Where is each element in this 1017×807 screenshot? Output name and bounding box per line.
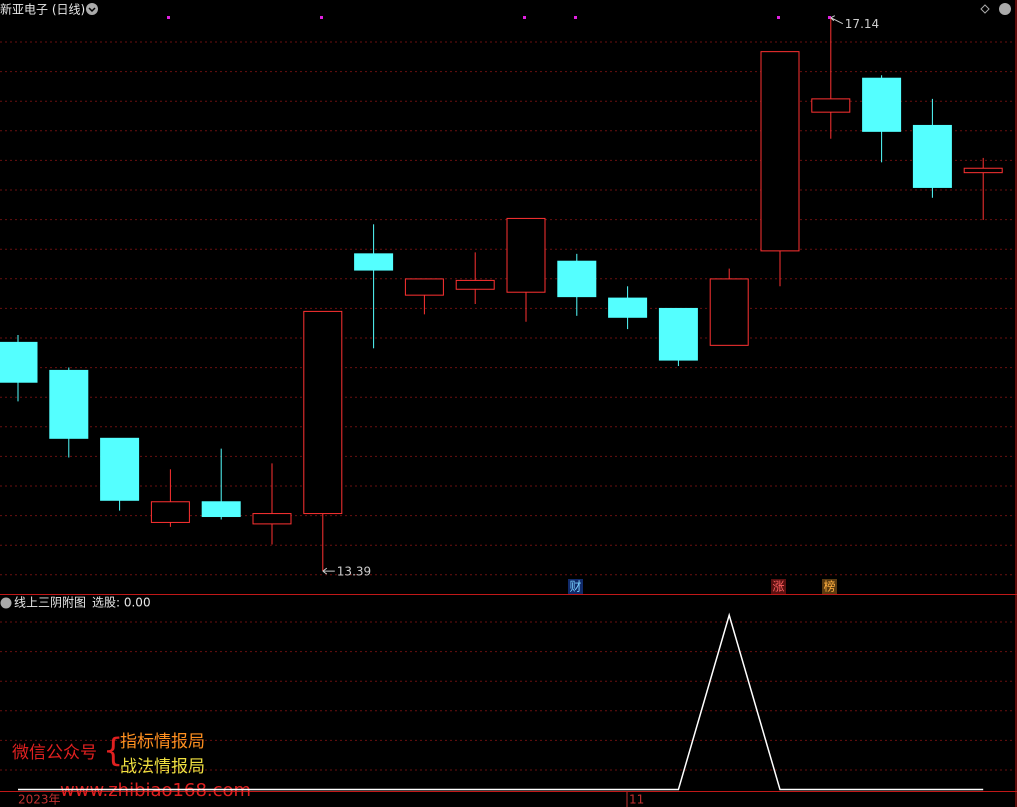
watermark-text: 指标情报局 (120, 732, 205, 752)
candle-body (100, 437, 140, 501)
brace: { (103, 731, 123, 769)
watermark-text: 战法情报局 (120, 757, 205, 777)
watermark-url: www.zhibiao168.com (60, 780, 251, 801)
event-label: 榜 (823, 579, 835, 594)
signal-dot (320, 16, 323, 19)
event-badge (568, 579, 583, 594)
candle-body (811, 98, 851, 113)
candle-body (709, 278, 749, 346)
indicator-line (18, 612, 984, 791)
candle-body (49, 369, 89, 439)
candle-body (455, 279, 495, 290)
candle-body (303, 310, 343, 515)
candle-body (760, 51, 800, 252)
high-label: 17.14 (845, 17, 879, 31)
candle-body (658, 307, 698, 361)
low-label: 13.39 (337, 565, 371, 579)
candle-body (404, 278, 444, 296)
candle-body (506, 217, 546, 293)
indicator-value: 选股: 0.00 (92, 596, 151, 610)
signal-dot (574, 16, 577, 19)
annotation-arrow (830, 15, 844, 25)
event-label: 财 (569, 580, 581, 594)
diamond-icon[interactable] (980, 4, 990, 14)
candle-body (201, 501, 241, 518)
event-badge (771, 579, 786, 594)
event-badge (822, 579, 837, 594)
signal-dot (777, 16, 780, 19)
candle-body (963, 167, 1003, 174)
indicator-title: 线上三阴附图 (14, 596, 86, 610)
candle-body (862, 77, 902, 132)
watermark-text: 微信公众号 (12, 743, 97, 763)
candle-body (354, 253, 394, 271)
indicator-menu-icon[interactable] (0, 597, 12, 609)
signal-dot (828, 16, 831, 19)
menu-icon-arrow (88, 7, 96, 13)
x-tick-label: 2023年 (18, 793, 61, 807)
event-label: 涨 (772, 579, 784, 594)
candle-body (557, 260, 597, 298)
candle-body (0, 341, 38, 383)
menu-icon[interactable] (86, 3, 98, 15)
collapse-icon[interactable] (999, 3, 1011, 15)
signal-dot (523, 16, 526, 19)
signal-dots (167, 16, 831, 19)
candle-body (912, 124, 952, 188)
signal-dot (167, 16, 170, 19)
annotation-arrow (322, 567, 335, 575)
candle-body (252, 513, 292, 525)
chart-title: 新亚电子 (日线) (0, 2, 85, 17)
candle-body (150, 501, 190, 523)
x-tick-label: 11 (629, 793, 644, 807)
candle-body (608, 297, 648, 318)
